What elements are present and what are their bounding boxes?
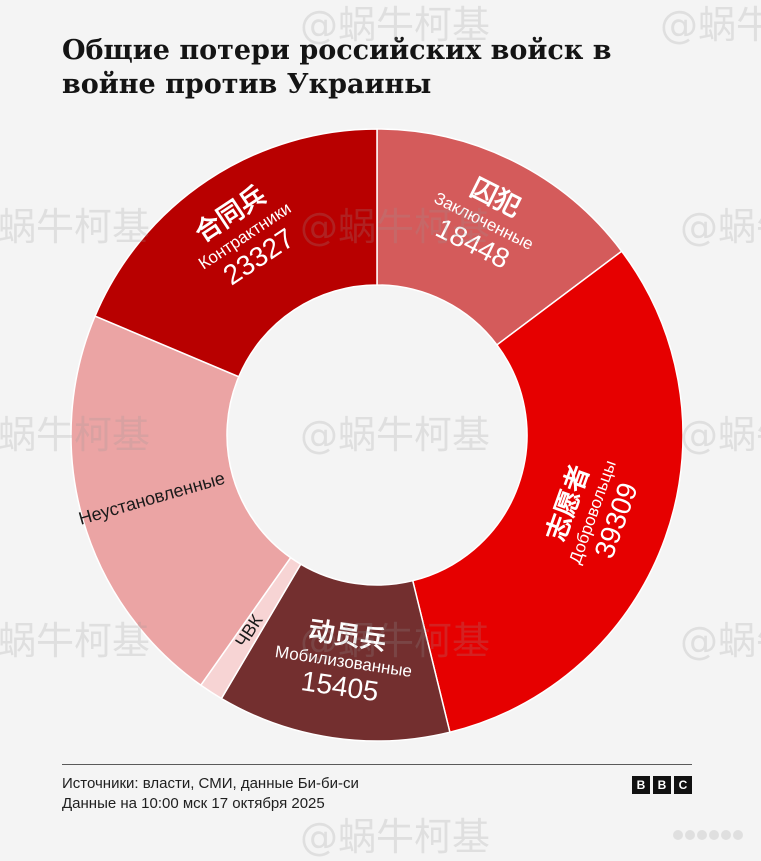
footer-divider: [62, 764, 692, 765]
donut-slice: [376, 128, 623, 346]
page-indicator-dots: [673, 826, 753, 844]
logo-letter: B: [632, 776, 650, 794]
donut-slice: [94, 128, 378, 378]
footer: Источники: власти, СМИ, данные Би-би-си …: [62, 774, 359, 814]
chart-title: Общие потери российских войск в войне пр…: [62, 35, 612, 100]
date-text: Данные на 10:00 мск 17 октября 2025: [62, 795, 325, 812]
logo-letter: C: [674, 776, 692, 794]
bbc-logo: B B C: [632, 776, 692, 794]
donut-slice: [220, 563, 451, 742]
sources-text: Источники: власти, СМИ, данные Би-би-си: [62, 775, 359, 792]
donut-slice: [411, 250, 684, 734]
donut-slice: [70, 315, 292, 687]
logo-letter: B: [653, 776, 671, 794]
